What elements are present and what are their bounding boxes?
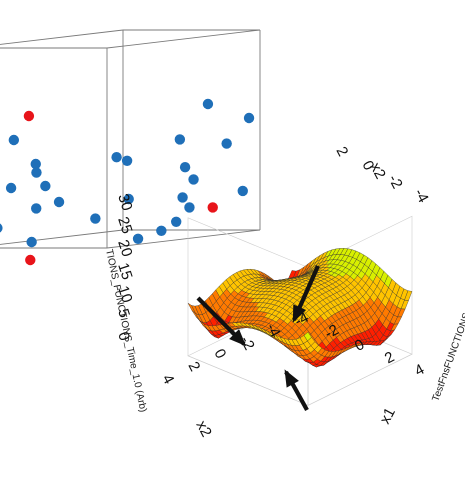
scatter-point-blue <box>243 112 255 124</box>
scatter-point-red <box>23 110 35 122</box>
x1-tick-label: 4 <box>412 361 427 380</box>
back-tick-label: -4 <box>410 186 431 206</box>
scatter-point-blue <box>121 155 133 166</box>
minima-arrows <box>196 265 320 412</box>
minimum-arrowhead <box>229 329 247 347</box>
x1-axis-title: x1 <box>377 405 399 427</box>
scatter-point-red <box>207 202 218 213</box>
scatter-point-blue <box>179 162 191 173</box>
back-tick-label: -2 <box>384 172 405 192</box>
surface-plot <box>187 215 413 406</box>
scatter-point-blue <box>31 203 42 214</box>
scatter-point-blue <box>30 158 41 170</box>
cube-edge <box>0 229 124 245</box>
x2-tick-label: 4 <box>158 372 177 387</box>
x2-tick-label: 0 <box>210 346 229 361</box>
cube-edge <box>0 29 124 45</box>
scatter-point-blue <box>174 134 186 145</box>
scatter-point-blue <box>0 223 3 233</box>
x2-axis-title: x2 <box>192 418 214 440</box>
scatter-point-blue <box>202 98 214 110</box>
scatter-point-blue <box>188 174 199 185</box>
z-tick-label-left: 15 <box>114 261 135 282</box>
scatter-point-blue <box>221 138 232 149</box>
scatter-point-blue <box>90 213 101 224</box>
scatter-point-blue <box>8 134 20 146</box>
x2-tick-label: 2 <box>184 359 203 374</box>
minimum-arrowhead <box>284 369 299 388</box>
scatter-point-blue <box>40 180 51 192</box>
back-tick-label: 2 <box>332 144 351 159</box>
cube-scatter-plot <box>0 29 261 266</box>
scatter-point-blue <box>26 236 37 248</box>
x2-back-axis-title: x2 <box>366 160 388 182</box>
z-axis-title-right: TestFnsFUNCTIONS_FUNCTIO <box>430 264 465 403</box>
scatter-point-blue <box>5 182 17 194</box>
scatter-point-red <box>25 254 36 266</box>
scatter-point-blue <box>53 196 65 208</box>
scatter-point-blue <box>156 225 167 236</box>
z-tick-label-left: 20 <box>114 238 135 259</box>
scatter-point-blue <box>132 233 144 244</box>
z-tick-label-left: 10 <box>114 284 135 305</box>
cube-edge <box>106 229 261 249</box>
z-tick-label-left: 30 <box>114 192 135 213</box>
z-tick-label-left: 25 <box>114 215 135 236</box>
scatter-point-blue <box>184 202 195 213</box>
surface-quad <box>303 331 312 342</box>
scatter-point-blue <box>237 185 248 197</box>
scatter-point-blue <box>177 192 188 203</box>
cube-edge <box>106 29 261 49</box>
scatter-point-blue <box>123 193 134 205</box>
minimum-arrowhead <box>292 304 307 323</box>
scatter-point-blue <box>171 216 182 227</box>
scatter-point-blue <box>111 152 122 163</box>
scatter-point-blue <box>31 167 42 178</box>
x1-tick-label: 2 <box>382 348 397 367</box>
